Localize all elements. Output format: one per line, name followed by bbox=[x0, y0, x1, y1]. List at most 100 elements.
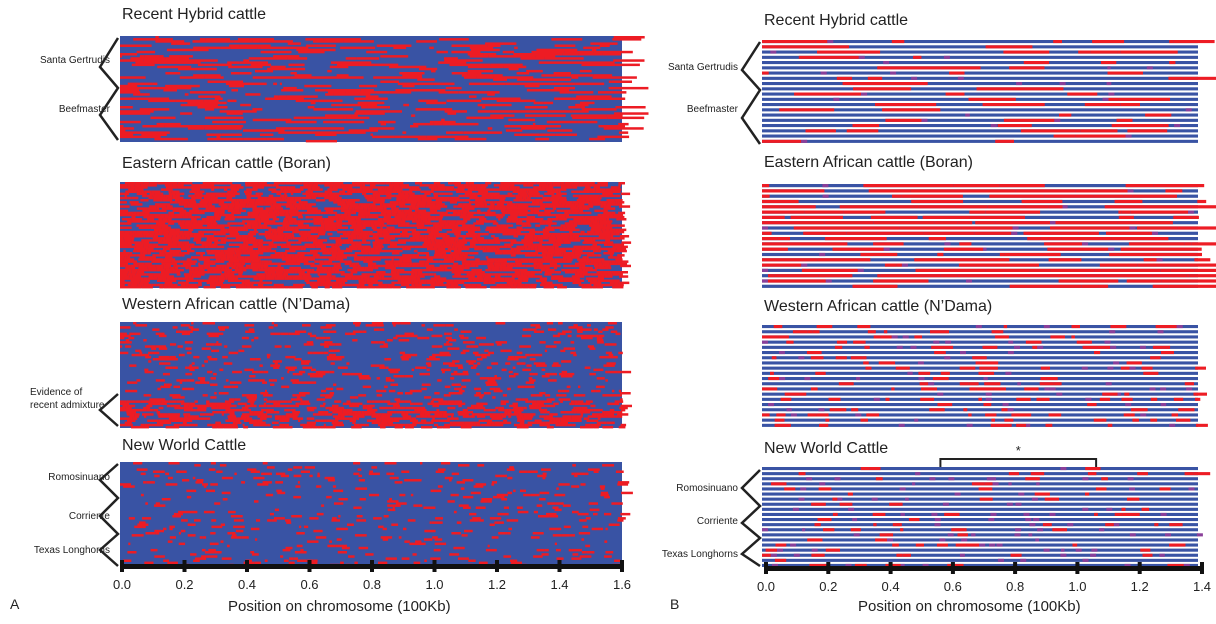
haplotype-segment bbox=[284, 345, 291, 348]
haplotype-segment bbox=[430, 230, 439, 234]
haplotype-segment bbox=[284, 254, 295, 257]
haplotype-segment bbox=[293, 262, 301, 266]
haplotype-segment bbox=[1021, 199, 1063, 204]
haplotype-segment bbox=[225, 277, 228, 280]
haplotype-segment bbox=[416, 415, 421, 418]
haplotype-segment bbox=[371, 466, 378, 469]
haplotype-segment bbox=[204, 76, 224, 79]
haplotype-segment bbox=[571, 415, 583, 418]
haplotype-segment bbox=[539, 498, 546, 501]
haplotype-segment bbox=[561, 203, 565, 206]
haplotype-segment bbox=[540, 283, 551, 287]
haplotype-segment bbox=[306, 341, 314, 344]
haplotype-segment bbox=[334, 199, 342, 202]
haplotype-segment bbox=[186, 279, 197, 282]
haplotype-segment bbox=[153, 194, 159, 198]
haplotype-segment bbox=[541, 199, 550, 202]
haplotype-segment bbox=[617, 186, 621, 189]
haplotype-segment bbox=[307, 540, 319, 543]
haplotype-segment bbox=[237, 38, 250, 41]
haplotype-segment bbox=[616, 247, 627, 251]
haplotype-segment bbox=[419, 275, 425, 278]
haplotype-segment bbox=[180, 112, 193, 115]
haplotype-segment bbox=[606, 218, 610, 221]
haplotype-segment bbox=[343, 186, 353, 189]
haplotype-segment bbox=[445, 324, 454, 327]
haplotype-segment bbox=[362, 184, 366, 187]
haplotype-segment bbox=[526, 190, 529, 193]
haplotype-segment bbox=[332, 186, 344, 189]
haplotype-segment bbox=[194, 192, 203, 196]
haplotype-segment bbox=[257, 275, 266, 278]
haplotype-segment bbox=[284, 226, 288, 229]
haplotype-segment bbox=[141, 241, 150, 244]
haplotype-segment bbox=[381, 196, 388, 200]
haplotype-segment bbox=[372, 264, 379, 268]
haplotype-segment bbox=[300, 235, 309, 238]
haplotype-segment bbox=[551, 275, 564, 278]
haplotype-segment bbox=[499, 273, 508, 276]
haplotype-segment bbox=[328, 194, 340, 198]
haplotype-segment bbox=[158, 241, 168, 244]
haplotype-segment bbox=[599, 485, 606, 488]
haplotype-segment bbox=[375, 91, 390, 94]
haplotype-segment bbox=[619, 406, 628, 410]
haplotype-segment bbox=[124, 256, 127, 259]
haplotype-segment bbox=[620, 271, 628, 274]
haplotype-segment bbox=[619, 398, 623, 401]
haplotype-segment bbox=[241, 394, 246, 397]
haplotype-segment bbox=[167, 245, 179, 249]
haplotype-segment bbox=[253, 228, 257, 232]
haplotype-segment bbox=[336, 74, 349, 77]
haplotype-segment bbox=[351, 277, 361, 280]
haplotype-segment bbox=[762, 215, 785, 219]
haplotype-segment bbox=[239, 61, 268, 64]
haplotype-segment bbox=[464, 207, 475, 210]
haplotype-segment bbox=[580, 334, 591, 338]
haplotype-segment bbox=[493, 76, 534, 79]
haplotype-segment bbox=[338, 218, 345, 221]
haplotype-segment bbox=[181, 211, 194, 215]
haplotype-segment bbox=[225, 379, 229, 382]
haplotype-segment bbox=[411, 273, 415, 276]
haplotype-segment bbox=[533, 207, 546, 210]
haplotype-segment bbox=[259, 421, 266, 425]
haplotype-segment bbox=[603, 252, 615, 255]
haplotype-segment bbox=[488, 279, 492, 282]
haplotype-segment bbox=[512, 279, 516, 282]
haplotype-segment bbox=[618, 182, 625, 185]
haplotype-segment bbox=[145, 423, 148, 427]
haplotype-segment bbox=[611, 389, 615, 393]
haplotype-segment bbox=[154, 529, 164, 533]
haplotype-segment bbox=[383, 220, 395, 223]
haplotype-segment bbox=[479, 377, 490, 380]
haplotype-segment bbox=[486, 273, 497, 276]
haplotype-segment bbox=[597, 254, 602, 257]
haplotype-segment bbox=[587, 273, 591, 276]
haplotype-segment bbox=[522, 328, 528, 331]
x-axis-label-a: Position on chromosome (100Kb) bbox=[228, 598, 451, 615]
haplotype-segment bbox=[543, 232, 552, 236]
haplotype-segment bbox=[203, 485, 207, 488]
haplotype-segment bbox=[150, 116, 176, 120]
haplotype-segment bbox=[517, 207, 528, 210]
haplotype-segment bbox=[353, 462, 359, 465]
haplotype-segment bbox=[486, 260, 495, 263]
haplotype-segment bbox=[406, 194, 410, 198]
haplotype-segment bbox=[262, 481, 272, 484]
haplotype-segment bbox=[180, 285, 189, 289]
haplotype-segment bbox=[260, 218, 269, 221]
haplotype-segment bbox=[387, 285, 393, 289]
haplotype-segment bbox=[513, 235, 519, 238]
haplotype-segment bbox=[422, 243, 431, 246]
haplotype-segment bbox=[162, 245, 168, 249]
haplotype-segment bbox=[435, 203, 445, 206]
haplotype-segment bbox=[533, 258, 544, 261]
haplotype-segment bbox=[158, 230, 170, 234]
haplotype-segment bbox=[774, 274, 819, 278]
haplotype-segment bbox=[347, 260, 352, 263]
haplotype-segment-uncertain bbox=[1050, 221, 1056, 225]
haplotype-segment bbox=[559, 196, 567, 200]
haplotype-segment bbox=[324, 190, 333, 193]
haplotype-segment bbox=[476, 372, 480, 376]
